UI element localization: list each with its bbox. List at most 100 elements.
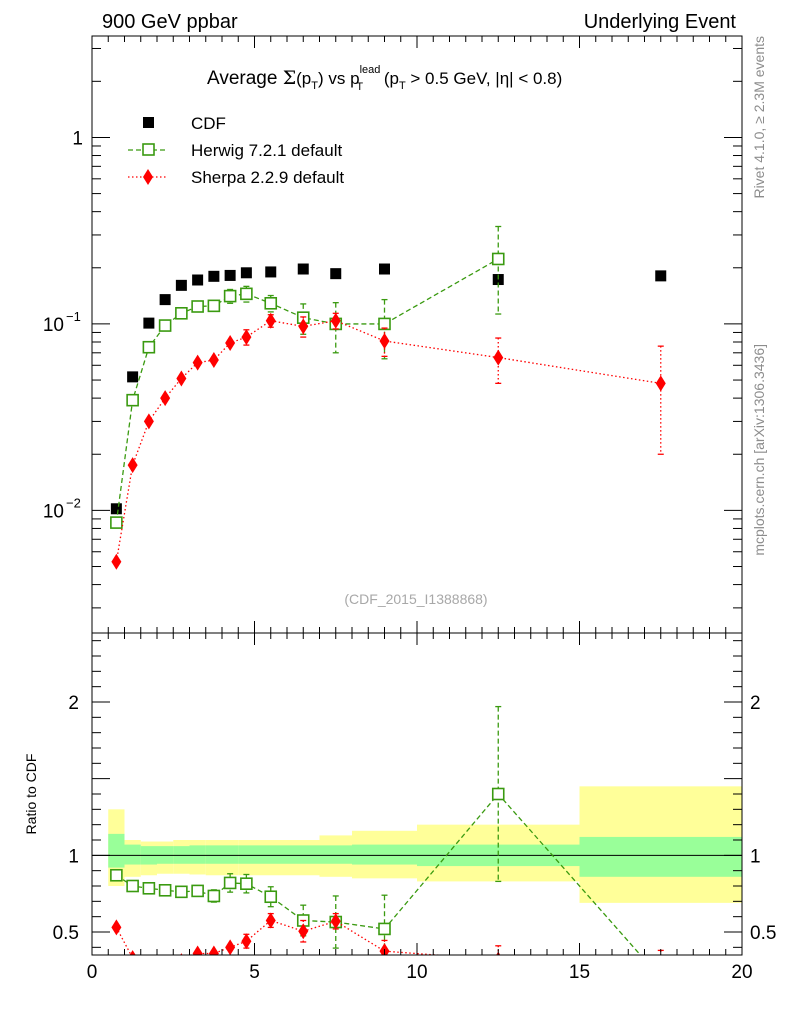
ratio-panel: 0 5 10 15 20 0.5 0.5 1 1 2 2 [53, 632, 776, 983]
point-sherpa [111, 553, 122, 570]
legend-marker-herwig [142, 143, 155, 156]
point-sherpa-ratio [129, 950, 136, 955]
chart-title: Average Σ(pT) vs plead T (pT > 0.5 GeV, |… [207, 64, 562, 93]
title-pt-close: ) vs p [318, 69, 360, 88]
point-sherpa-ratio [225, 939, 236, 955]
point-herwig-ratio [110, 868, 123, 882]
point-sherpa [298, 318, 309, 335]
point-herwig-ratio [142, 881, 156, 895]
point-sherpa-ratio [330, 913, 341, 930]
band-inner [222, 845, 239, 864]
ratio-y-tick-label-right: 2 [750, 693, 761, 714]
point-herwig [175, 307, 188, 320]
point-herwig-ratio [378, 922, 391, 936]
line-herwig [115, 258, 499, 523]
point-sherpa-ratio [160, 956, 170, 972]
point-herwig-ratio [491, 787, 505, 801]
point-sherpa [330, 312, 341, 329]
y-tick-label: 1 [72, 128, 83, 149]
point-herwig [126, 393, 139, 407]
point-cdf [224, 269, 236, 281]
y-tick-label: 10 [43, 501, 64, 522]
title-sub-t: T [311, 80, 318, 92]
point-herwig [158, 319, 172, 332]
series-sherpa [111, 312, 666, 570]
point-cdf [143, 317, 155, 329]
y-tick-exponent: −2 [66, 495, 81, 510]
point-herwig-ratio [126, 879, 139, 893]
point-herwig [142, 340, 156, 354]
point-sherpa-ratio [241, 933, 252, 950]
legend-marker-sherpa [143, 169, 153, 185]
point-sherpa [143, 413, 154, 430]
series-cdf [110, 263, 667, 515]
title-sigma: Σ [283, 67, 296, 89]
title-cut-text: > 0.5 GeV, |η| < 0.8) [406, 69, 563, 88]
point-herwig-ratio [264, 890, 278, 904]
point-sherpa [160, 390, 171, 407]
point-sherpa-ratio [180, 953, 183, 955]
point-cdf [240, 267, 252, 279]
header-left: 900 GeV ppbar [102, 11, 238, 33]
x-tick-label: 10 [406, 962, 427, 983]
point-sherpa-ratio [208, 945, 219, 955]
point-sherpa [192, 354, 203, 371]
x-tick-label: 20 [731, 962, 752, 983]
point-cdf [110, 503, 122, 515]
point-sherpa-ratio [298, 923, 309, 940]
y-tick-exponent: −1 [66, 309, 81, 324]
point-cdf [192, 274, 204, 286]
point-sherpa [265, 312, 276, 329]
legend-label-herwig: Herwig 7.2.1 default [191, 141, 342, 160]
point-cdf [655, 270, 667, 282]
point-sherpa [379, 332, 390, 349]
ratio-y-tick-label: 0.5 [53, 923, 79, 944]
point-cdf [159, 294, 171, 306]
band-inner [189, 845, 206, 864]
title-sub-t2: T [356, 81, 363, 93]
legend-label-cdf: CDF [191, 114, 226, 133]
point-sherpa [208, 352, 219, 369]
point-herwig [191, 300, 204, 313]
band-inner [287, 845, 320, 864]
side-label-bottom: mcplots.cern.ch [arXiv:1306.3436] [751, 344, 767, 556]
uncertainty-bands [108, 786, 742, 903]
point-herwig-ratio [191, 884, 204, 898]
legend-label-sherpa: Sherpa 2.2.9 default [191, 168, 344, 187]
series-sherpa-ratio [111, 912, 666, 977]
point-herwig-ratio [158, 883, 172, 897]
point-cdf [175, 279, 187, 291]
point-sherpa-ratio [656, 961, 666, 977]
ratio-ylabel: Ratio to CDF [23, 754, 39, 835]
x-tick-label: 0 [87, 962, 98, 983]
ratio-y-tick-label: 1 [68, 846, 79, 867]
point-sherpa-ratio [265, 912, 276, 929]
header-right: Underlying Event [584, 11, 737, 33]
legend: CDF Herwig 7.2.1 default Sherpa 2.2.9 de… [128, 114, 344, 187]
point-cdf [127, 371, 139, 383]
title-cut-open: (p [379, 69, 399, 88]
point-sherpa [127, 457, 138, 474]
point-cdf [208, 270, 220, 282]
point-sherpa [655, 375, 666, 392]
point-herwig [110, 516, 123, 529]
band-inner [108, 833, 125, 868]
series-herwig [110, 225, 505, 529]
point-herwig-ratio [223, 876, 237, 890]
point-herwig-ratio [207, 889, 221, 903]
band-inner [238, 845, 255, 864]
side-label-top: Rivet 4.1.0, ≥ 2.3M events [751, 36, 767, 199]
point-cdf [265, 266, 277, 278]
title-pt-open: (p [296, 69, 311, 88]
point-sherpa-ratio [111, 919, 122, 936]
ratio-y-tick-label-right: 0.5 [750, 923, 776, 944]
point-sherpa [493, 349, 504, 366]
point-sherpa [241, 329, 252, 346]
band-inner [579, 836, 742, 877]
legend-marker-cdf [143, 117, 154, 128]
point-herwig-ratio [240, 877, 253, 891]
point-cdf [379, 263, 390, 275]
title-prefix: Average [207, 68, 283, 89]
x-tick-label: 15 [569, 962, 590, 983]
